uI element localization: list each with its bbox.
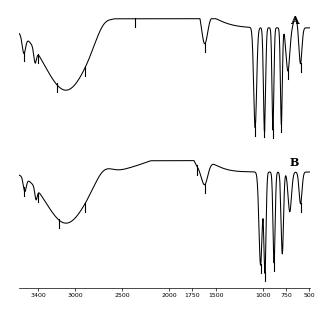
Text: B: B (289, 157, 299, 168)
Text: A: A (290, 15, 299, 26)
